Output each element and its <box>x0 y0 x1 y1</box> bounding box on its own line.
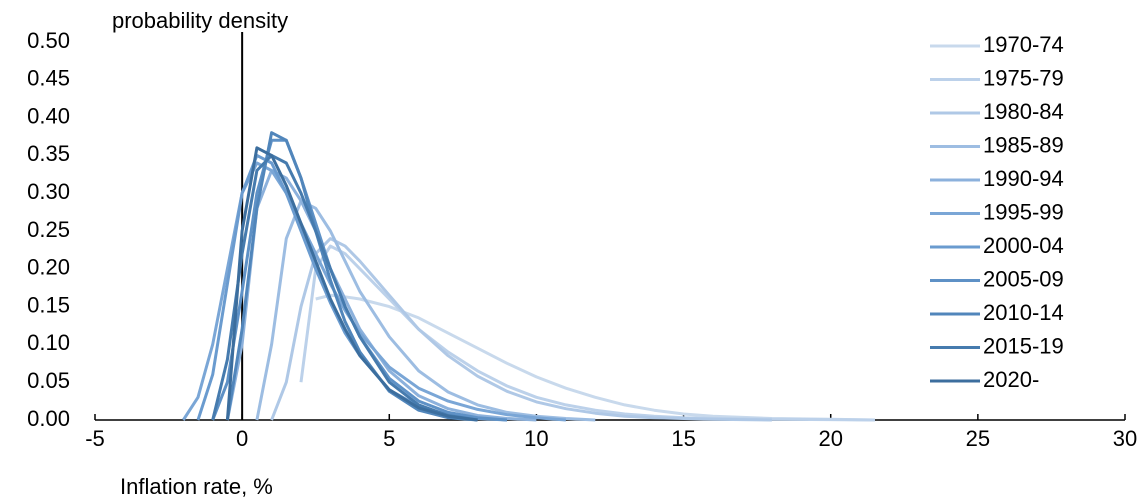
legend-label: 1975-79 <box>983 65 1064 90</box>
legend-label: 2010-14 <box>983 300 1064 325</box>
y-tick-label: 0.45 <box>27 66 70 91</box>
x-tick-label: 30 <box>1113 426 1137 451</box>
y-tick-label: 0.10 <box>27 330 70 355</box>
legend-label: 2020- <box>983 367 1039 392</box>
series-line <box>196 153 508 422</box>
series-line <box>255 199 596 422</box>
series-line <box>225 146 478 422</box>
y-tick-label: 0.00 <box>27 406 70 431</box>
y-tick-label: 0.35 <box>27 141 70 166</box>
series-line <box>225 131 478 422</box>
y-tick-label: 0.40 <box>27 103 70 128</box>
y-tick-label: 0.15 <box>27 292 70 317</box>
legend-label: 2005-09 <box>983 266 1064 291</box>
legend-label: 1990-94 <box>983 166 1064 191</box>
x-tick-label: 0 <box>236 426 248 451</box>
legend-label: 1995-99 <box>983 199 1064 224</box>
series-line <box>270 237 772 422</box>
series-line <box>315 293 875 422</box>
y-tick-label: 0.30 <box>27 179 70 204</box>
series-line <box>211 138 508 422</box>
legend-label: 1985-89 <box>983 132 1064 157</box>
x-tick-label: 15 <box>671 426 695 451</box>
legend-label: 1970-74 <box>983 32 1064 57</box>
legend-label: 2015-19 <box>983 333 1064 358</box>
legend-label: 2000-04 <box>983 233 1064 258</box>
x-tick-label: 20 <box>818 426 842 451</box>
y-axis-label: probability density <box>112 8 288 33</box>
y-tick-label: 0.20 <box>27 255 70 280</box>
x-tick-label: 25 <box>966 426 990 451</box>
x-tick-label: 10 <box>524 426 548 451</box>
x-tick-label: -5 <box>85 426 105 451</box>
x-tick-label: 5 <box>383 426 395 451</box>
series-line <box>211 153 478 422</box>
series-line <box>182 161 567 422</box>
legend-label: 1980-84 <box>983 99 1064 124</box>
y-tick-label: 0.25 <box>27 217 70 242</box>
y-tick-label: 0.50 <box>27 28 70 53</box>
x-axis-label: Inflation rate, % <box>120 474 273 499</box>
y-tick-label: 0.05 <box>27 368 70 393</box>
